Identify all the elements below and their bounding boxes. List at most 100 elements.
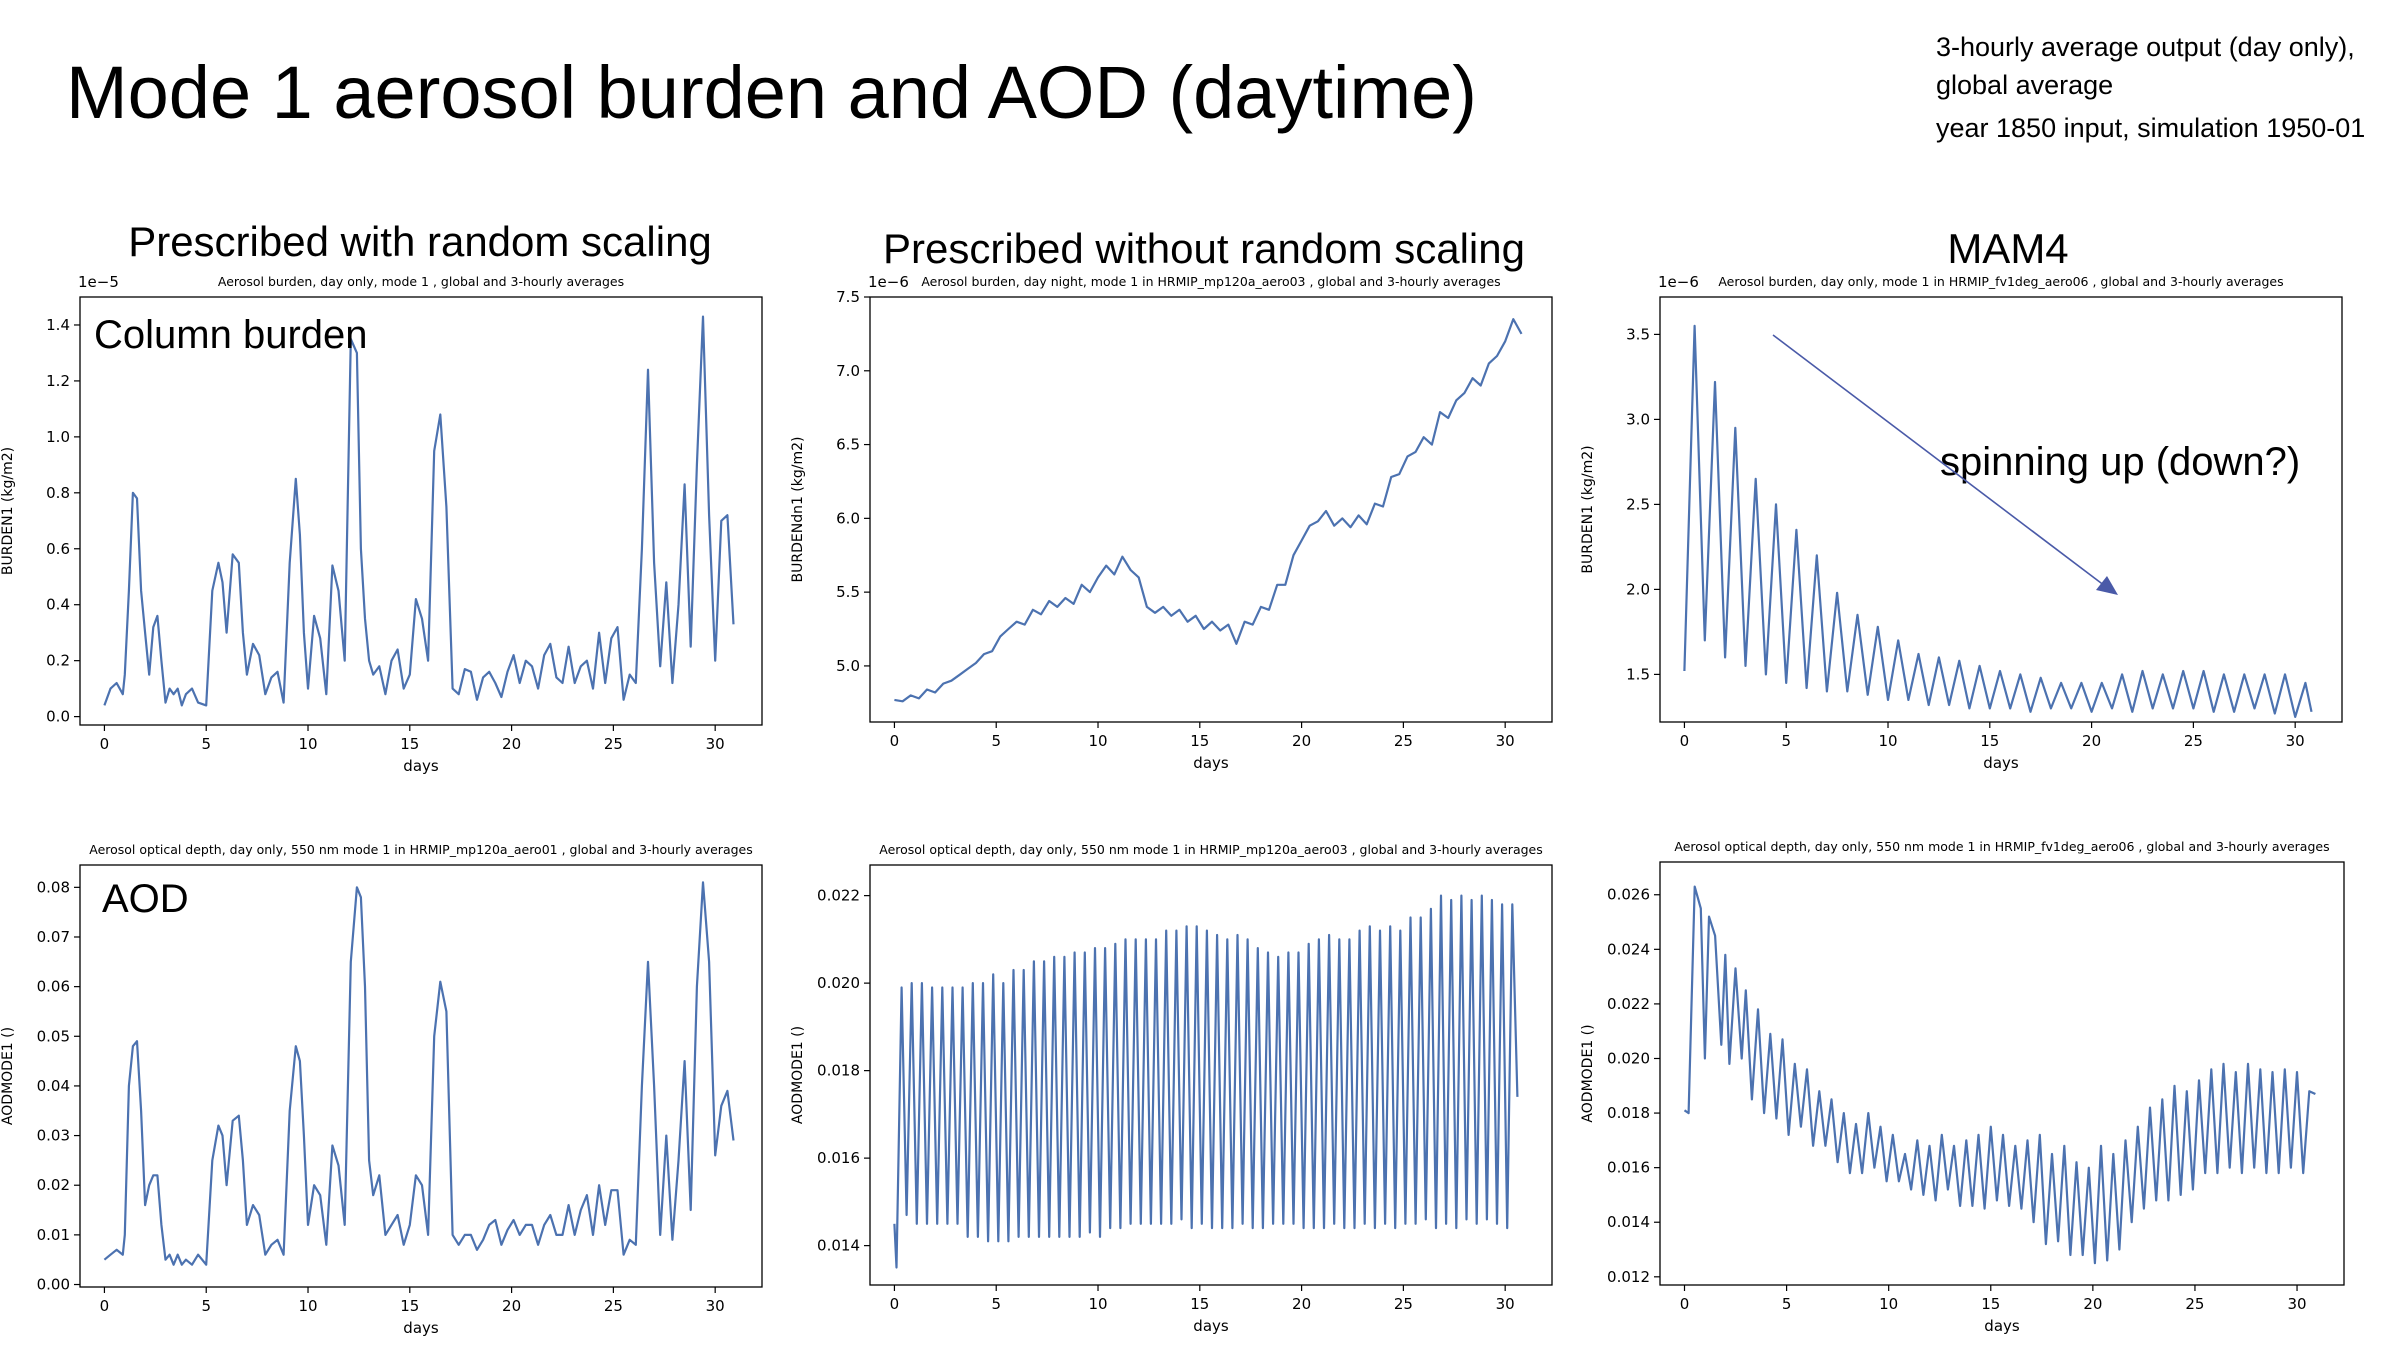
x-tick-label: 15 bbox=[400, 735, 419, 753]
plot-frame bbox=[1659, 296, 2343, 723]
y-tick-label: 6.5 bbox=[836, 436, 860, 454]
chart-6: Aerosol optical depth, day only, 550 nm … bbox=[1580, 839, 2345, 1335]
x-tick-label: 5 bbox=[201, 735, 211, 753]
y-tick-label: 6.0 bbox=[836, 509, 860, 527]
y-tick-label: 0.012 bbox=[1607, 1268, 1650, 1286]
data-series-line bbox=[893, 894, 1519, 1269]
x-tick-label: 0 bbox=[1680, 1295, 1690, 1313]
y-tick-label: 1.2 bbox=[46, 372, 70, 390]
x-tick-label: 0 bbox=[890, 732, 900, 750]
y-tick-label: 0.03 bbox=[37, 1127, 70, 1145]
x-tick-label: 25 bbox=[1394, 1295, 1413, 1313]
y-axis-label: AODMODE1 () bbox=[790, 1026, 806, 1124]
y-tick-label: 0.2 bbox=[46, 652, 70, 670]
y-tick-label: 0.020 bbox=[817, 974, 860, 992]
x-tick-label: 15 bbox=[1190, 732, 1209, 750]
x-axis-label: days bbox=[1983, 754, 2019, 772]
annotation-arrow-line bbox=[1772, 334, 2106, 587]
chart-3: Aerosol burden, day only, mode 1 in HRMI… bbox=[1580, 273, 2343, 772]
y-tick-label: 3.5 bbox=[1626, 325, 1650, 343]
plot-frame bbox=[79, 864, 763, 1288]
chart-4: Aerosol optical depth, day only, 550 nm … bbox=[0, 842, 763, 1337]
x-tick-label: 25 bbox=[604, 735, 623, 753]
y-tick-label: 0.8 bbox=[46, 484, 70, 502]
y-axis-label: AODMODE1 () bbox=[1580, 1024, 1596, 1122]
y-tick-label: 0.024 bbox=[1607, 940, 1650, 958]
plot-frame bbox=[1659, 861, 2345, 1286]
y-tick-label: 0.026 bbox=[1607, 886, 1650, 904]
x-tick-label: 5 bbox=[201, 1297, 211, 1315]
data-series-line bbox=[894, 318, 1523, 703]
chart-title: Aerosol burden, day night, mode 1 in HRM… bbox=[921, 274, 1500, 289]
axis-multiplier: 1e−6 bbox=[868, 273, 909, 291]
x-tick-label: 20 bbox=[1292, 1295, 1311, 1313]
y-tick-label: 0.020 bbox=[1607, 1049, 1650, 1067]
y-tick-label: 0.07 bbox=[37, 928, 70, 946]
overlay-label-aod: AOD bbox=[102, 877, 189, 921]
y-tick-label: 3.0 bbox=[1626, 410, 1650, 428]
chart-1: Aerosol burden, day only, mode 1 , globa… bbox=[0, 273, 763, 775]
x-tick-label: 30 bbox=[706, 735, 725, 753]
y-tick-label: 0.08 bbox=[37, 878, 70, 896]
x-tick-label: 0 bbox=[1680, 732, 1690, 750]
overlay-label-spinning-up: spinning up (down?) bbox=[1940, 440, 2300, 484]
y-axis-label: BURDEN1 (kg/m2) bbox=[1580, 445, 1596, 573]
y-tick-label: 0.022 bbox=[817, 887, 860, 905]
column-heading-mam4: MAM4 bbox=[1947, 225, 2069, 272]
chart-title: Aerosol optical depth, day only, 550 nm … bbox=[879, 842, 1543, 857]
y-tick-label: 0.018 bbox=[817, 1062, 860, 1080]
y-tick-label: 0.018 bbox=[1607, 1104, 1650, 1122]
y-tick-label: 0.014 bbox=[1607, 1213, 1650, 1231]
x-tick-label: 10 bbox=[1878, 732, 1897, 750]
y-tick-label: 0.016 bbox=[817, 1149, 860, 1167]
data-series-line bbox=[1683, 885, 2316, 1265]
note-line-3: year 1850 input, simulation 1950-01 bbox=[1936, 113, 2366, 143]
y-tick-label: 0.0 bbox=[46, 708, 70, 726]
x-axis-label: days bbox=[403, 757, 439, 775]
y-axis-label: BURDEN1 (kg/m2) bbox=[0, 447, 16, 575]
y-tick-label: 0.01 bbox=[37, 1226, 70, 1244]
x-tick-label: 0 bbox=[890, 1295, 900, 1313]
chart-title: Aerosol burden, day only, mode 1 , globa… bbox=[218, 274, 624, 289]
x-tick-label: 20 bbox=[2083, 1295, 2102, 1313]
x-tick-label: 5 bbox=[991, 1295, 1001, 1313]
y-tick-label: 0.00 bbox=[37, 1276, 70, 1294]
y-tick-label: 0.06 bbox=[37, 978, 70, 996]
x-tick-label: 30 bbox=[1496, 1295, 1515, 1313]
overlay-label-column-burden: Column burden bbox=[94, 313, 368, 357]
x-tick-label: 25 bbox=[604, 1297, 623, 1315]
x-tick-label: 0 bbox=[100, 735, 110, 753]
note-line-1: 3-hourly average output (day only), bbox=[1936, 32, 2355, 62]
x-tick-label: 30 bbox=[2286, 732, 2305, 750]
x-tick-label: 15 bbox=[1190, 1295, 1209, 1313]
chart-title: Aerosol optical depth, day only, 550 nm … bbox=[1674, 839, 2329, 854]
plot-frame bbox=[79, 296, 763, 726]
y-tick-label: 7.0 bbox=[836, 362, 860, 380]
x-tick-label: 25 bbox=[2185, 1295, 2204, 1313]
x-tick-label: 20 bbox=[1292, 732, 1311, 750]
x-tick-label: 5 bbox=[991, 732, 1001, 750]
x-tick-label: 10 bbox=[1088, 1295, 1107, 1313]
chart-title: Aerosol optical depth, day only, 550 nm … bbox=[89, 842, 753, 857]
y-tick-label: 1.0 bbox=[46, 428, 70, 446]
note-line-2: global average bbox=[1936, 70, 2114, 100]
x-tick-label: 5 bbox=[1781, 732, 1791, 750]
y-tick-label: 0.016 bbox=[1607, 1159, 1650, 1177]
y-tick-label: 2.0 bbox=[1626, 580, 1650, 598]
x-tick-label: 20 bbox=[502, 735, 521, 753]
x-tick-label: 15 bbox=[1980, 732, 1999, 750]
column-heading-random-scaling: Prescribed with random scaling bbox=[128, 218, 712, 265]
data-series-line bbox=[103, 315, 735, 707]
axis-multiplier: 1e−6 bbox=[1658, 273, 1699, 291]
y-tick-label: 5.5 bbox=[836, 583, 860, 601]
chart-title: Aerosol burden, day only, mode 1 in HRMI… bbox=[1718, 274, 2283, 289]
y-tick-label: 5.0 bbox=[836, 657, 860, 675]
y-tick-label: 7.5 bbox=[836, 288, 860, 306]
y-tick-label: 0.6 bbox=[46, 540, 70, 558]
x-tick-label: 25 bbox=[2184, 732, 2203, 750]
x-tick-label: 0 bbox=[100, 1297, 110, 1315]
x-tick-label: 30 bbox=[1496, 732, 1515, 750]
y-tick-label: 1.5 bbox=[1626, 665, 1650, 683]
x-tick-label: 10 bbox=[1088, 732, 1107, 750]
